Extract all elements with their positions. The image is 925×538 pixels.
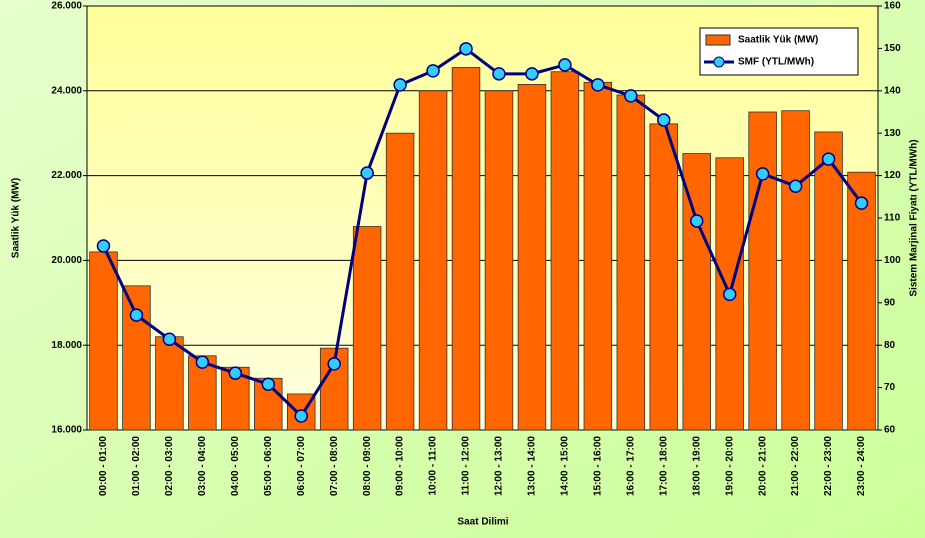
x-tick-label: 19:00 - 20:00	[724, 436, 735, 496]
y2-tick-label: 160	[884, 1, 901, 12]
x-tick-label: 03:00 - 04:00	[197, 436, 208, 496]
y2-tick-label: 130	[884, 128, 901, 139]
x-tick-label: 14:00 - 15:00	[560, 436, 571, 496]
x-tick-label: 16:00 - 17:00	[625, 436, 636, 496]
bar	[649, 123, 679, 431]
bar	[352, 226, 382, 431]
marker	[591, 78, 605, 92]
marker	[327, 357, 341, 371]
bar	[814, 131, 843, 431]
bar	[517, 84, 547, 431]
bar	[616, 94, 646, 431]
x-tick-label: 17:00 - 18:00	[658, 436, 669, 496]
bar	[451, 67, 481, 431]
bar	[682, 153, 711, 431]
marker	[162, 332, 177, 347]
marker	[689, 214, 704, 228]
bar	[847, 171, 876, 431]
marker	[525, 67, 539, 81]
bar	[484, 90, 514, 431]
y2-axis-title: Sistem Marjinal Fiyatı (YTL/MWh)	[909, 139, 920, 296]
y-tick-label: 18.000	[51, 340, 82, 351]
x-tick-label: 02:00 - 03:00	[164, 436, 175, 496]
marker	[360, 166, 374, 180]
x-tick-label: 20:00 - 21:00	[757, 436, 768, 496]
marker	[657, 113, 671, 127]
y2-tick-label: 70	[884, 382, 896, 393]
marker	[393, 78, 407, 92]
x-tick-label: 05:00 - 06:00	[263, 436, 274, 496]
marker	[558, 58, 572, 72]
marker	[821, 152, 836, 166]
bar	[89, 251, 118, 431]
legend-swatch	[705, 34, 731, 46]
y-tick-label: 22.000	[51, 170, 82, 181]
marker	[426, 64, 440, 78]
x-tick-label: 10:00 - 11:00	[428, 436, 439, 496]
marker	[261, 377, 276, 391]
y2-tick-label: 90	[884, 297, 896, 308]
bar	[748, 111, 777, 431]
marker	[492, 67, 506, 81]
marker	[96, 239, 111, 253]
x-tick-label: 15:00 - 16:00	[592, 436, 603, 496]
bar	[385, 132, 415, 431]
y2-tick-label: 100	[884, 255, 901, 266]
y-tick-label: 26.000	[51, 1, 82, 12]
bar	[550, 71, 580, 431]
y-axis-title: Saatlik Yük (MW)	[11, 178, 22, 258]
bar	[418, 90, 448, 431]
x-tick-label: 00:00 - 01:00	[98, 436, 109, 496]
marker	[624, 89, 638, 103]
y2-tick-label: 80	[884, 340, 896, 351]
marker	[294, 409, 308, 423]
x-tick-label: 01:00 - 02:00	[131, 436, 142, 496]
marker	[722, 287, 737, 302]
y-tick-label: 20.000	[51, 255, 82, 266]
bar	[155, 336, 184, 431]
x-tick-label: 11:00 - 12:00	[461, 436, 472, 496]
x-tick-label: 21:00 - 22:00	[790, 436, 801, 496]
y2-tick-label: 60	[884, 425, 896, 436]
x-tick-label: 07:00 - 08:00	[329, 436, 340, 496]
bar	[583, 81, 613, 431]
legend-label: SMF (YTL/MWh)	[738, 57, 814, 68]
x-axis-title: Saat Dilimi	[457, 517, 508, 528]
x-tick-label: 23:00 - 24:00	[856, 436, 867, 496]
y2-tick-label: 150	[884, 43, 901, 54]
bar	[122, 285, 151, 431]
x-tick-label: 04:00 - 05:00	[230, 436, 241, 496]
marker	[788, 179, 803, 193]
y2-tick-label: 110	[884, 213, 901, 224]
plot-area	[86, 5, 879, 431]
marker	[195, 355, 210, 369]
x-tick-label: 06:00 - 07:00	[296, 436, 307, 496]
x-tick-label: 13:00 - 14:00	[527, 436, 538, 496]
marker	[459, 42, 473, 56]
bar	[781, 110, 810, 431]
x-tick-label: 09:00 - 10:00	[395, 436, 406, 496]
marker	[228, 366, 243, 380]
bar	[715, 157, 744, 431]
marker	[129, 308, 144, 322]
x-tick-label: 22:00 - 23:00	[823, 436, 834, 496]
legend-swatch	[713, 56, 725, 68]
x-tick-label: 08:00 - 09:00	[362, 436, 373, 496]
marker	[854, 196, 869, 210]
marker	[755, 167, 770, 181]
legend-label: Saatlik Yük (MW)	[738, 35, 818, 46]
y-tick-label: 16.000	[51, 425, 82, 436]
y2-tick-label: 140	[884, 85, 901, 96]
x-tick-label: 12:00 - 13:00	[494, 436, 505, 496]
y2-tick-label: 120	[884, 170, 901, 181]
x-tick-label: 18:00 - 19:00	[691, 436, 702, 496]
y-tick-label: 24.000	[51, 85, 82, 96]
